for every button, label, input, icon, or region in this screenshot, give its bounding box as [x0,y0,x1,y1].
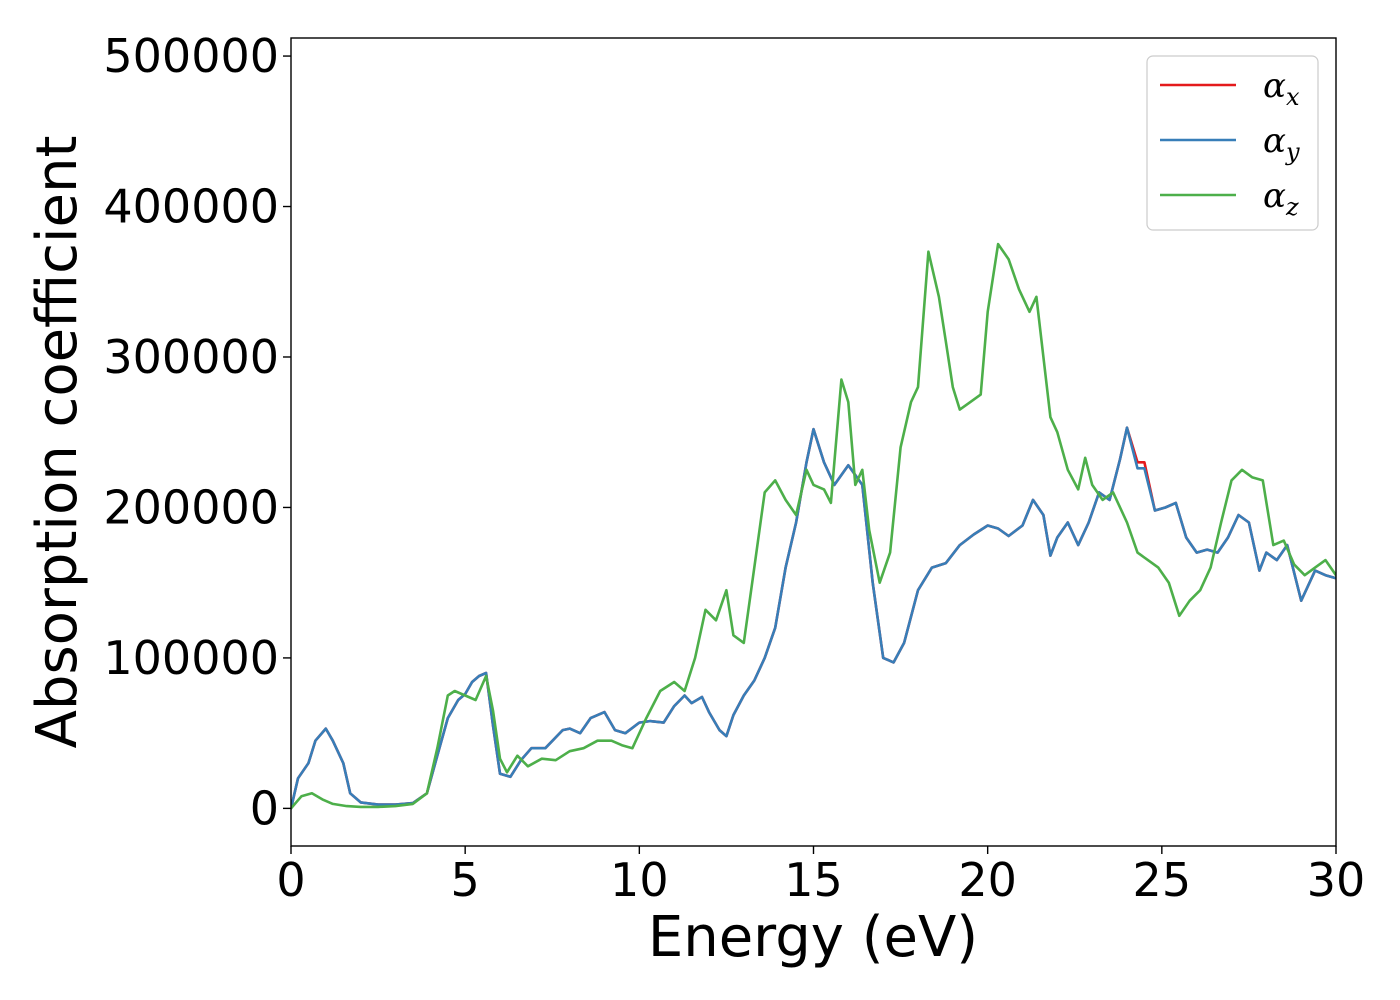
x-tick-label: 20 [958,853,1017,907]
x-tick-label: 25 [1133,853,1192,907]
y-tick-label: 300000 [103,330,279,384]
y-tick-label: 500000 [103,29,279,83]
y-tick-label: 400000 [103,180,279,234]
legend-label-x: αx [1263,66,1300,111]
y-axis-title: Absorption coefficient [25,136,90,749]
legend-label-y: αy [1263,121,1300,166]
x-tick-label: 30 [1307,853,1366,907]
legend-box [1146,55,1319,231]
x-tick-label: 0 [276,853,305,907]
axes-layer: 0 5 10 15 20 25 30 0 100000 200000 300000 400000 500… [103,29,1365,907]
y-tick-label: 200000 [103,480,279,534]
x-tick-label: 5 [451,853,480,907]
series-layer [291,242,1336,810]
x-tick-label: 15 [784,853,843,907]
series-line-z [291,242,1336,810]
y-tick-label: 0 [250,781,279,835]
x-tick-label: 10 [610,853,669,907]
x-axis-title: Energy (eV) [648,905,978,970]
y-tick-label: 100000 [103,631,279,685]
